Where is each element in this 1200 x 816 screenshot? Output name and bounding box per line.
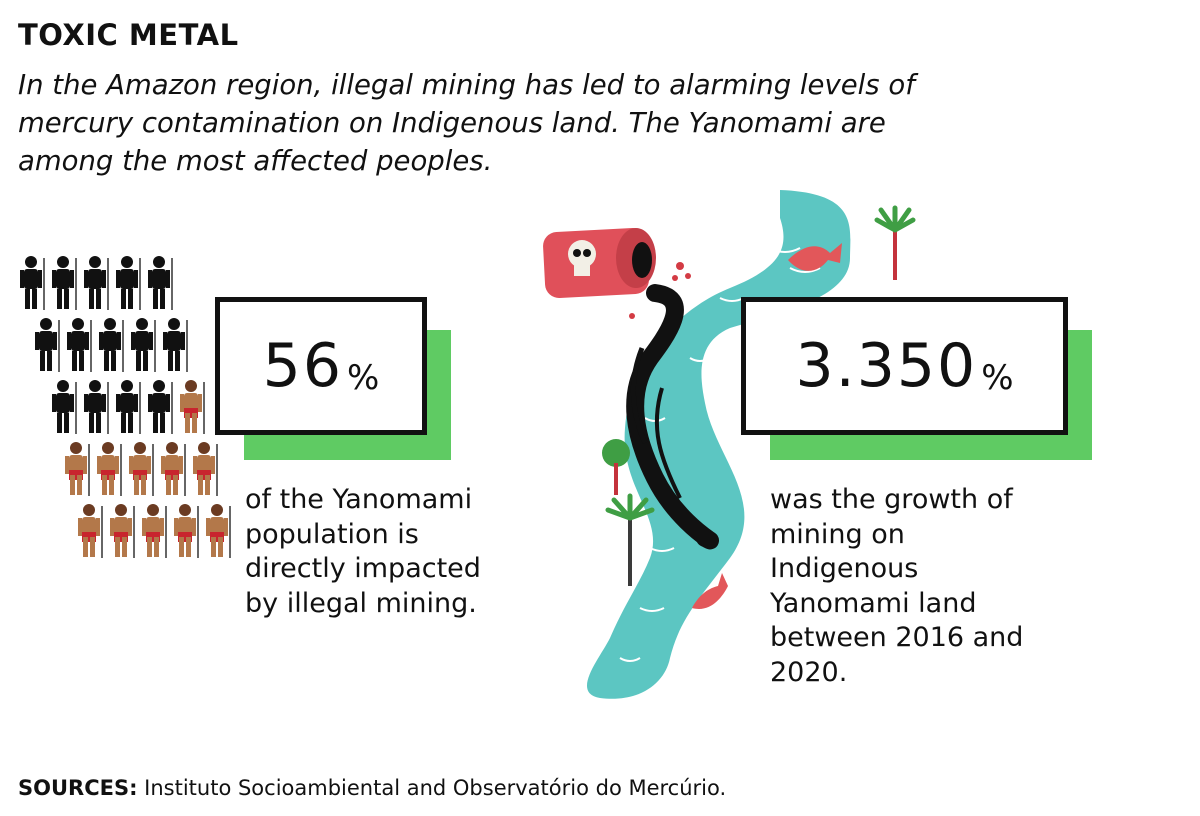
person-icon — [163, 318, 188, 372]
person-icon — [174, 504, 199, 558]
fish-icon — [788, 243, 842, 271]
person-icon — [161, 442, 186, 496]
person-icon — [116, 256, 141, 310]
person-icon — [99, 318, 124, 372]
person-icon — [148, 256, 173, 310]
stat-population-value: 56 — [262, 331, 344, 401]
sources-text: Instituto Socioambiental and Observatóri… — [137, 776, 727, 800]
person-icon — [110, 504, 135, 558]
person-icon — [84, 256, 109, 310]
person-icon — [148, 380, 173, 434]
person-icon — [35, 318, 60, 372]
person-icon — [193, 442, 218, 496]
person-icon — [131, 318, 156, 372]
person-icon — [52, 256, 77, 310]
palm-tree-icon — [605, 493, 655, 586]
person-icon — [65, 442, 90, 496]
person-icon — [67, 318, 92, 372]
person-icon — [84, 380, 109, 434]
person-icon — [116, 380, 141, 434]
person-icon — [180, 380, 205, 434]
fish-icon — [692, 573, 728, 609]
stat-mining-description: was the growth of mining on Indigenous Y… — [770, 484, 1024, 688]
person-icon — [129, 442, 154, 496]
population-pictogram — [20, 256, 231, 558]
title: TOXIC METAL — [18, 18, 239, 52]
stat-population-box: 56 % — [215, 297, 427, 435]
stat-population-description: of the Yanomami population is directly i… — [245, 484, 481, 619]
person-icon — [20, 256, 45, 310]
person-icon — [97, 442, 122, 496]
sources: SOURCES: Instituto Socioambiental and Ob… — [18, 776, 726, 800]
stat-population-unit: % — [347, 358, 380, 398]
palm-tree-icon — [874, 205, 916, 280]
stat-mining-box: 3.350 % — [741, 297, 1068, 435]
stat-mining-unit: % — [981, 358, 1014, 398]
stat-mining-value: 3.350 — [795, 331, 978, 401]
mercury-barrel-icon — [543, 228, 656, 298]
person-icon — [52, 380, 77, 434]
person-icon — [78, 504, 103, 558]
tree-icon — [602, 439, 630, 495]
person-icon — [142, 504, 167, 558]
river-illustration — [543, 190, 916, 699]
subtitle: In the Amazon region, illegal mining has… — [18, 69, 915, 177]
skull-icon — [568, 240, 596, 276]
person-icon — [206, 504, 231, 558]
sources-label: SOURCES: — [18, 776, 138, 800]
